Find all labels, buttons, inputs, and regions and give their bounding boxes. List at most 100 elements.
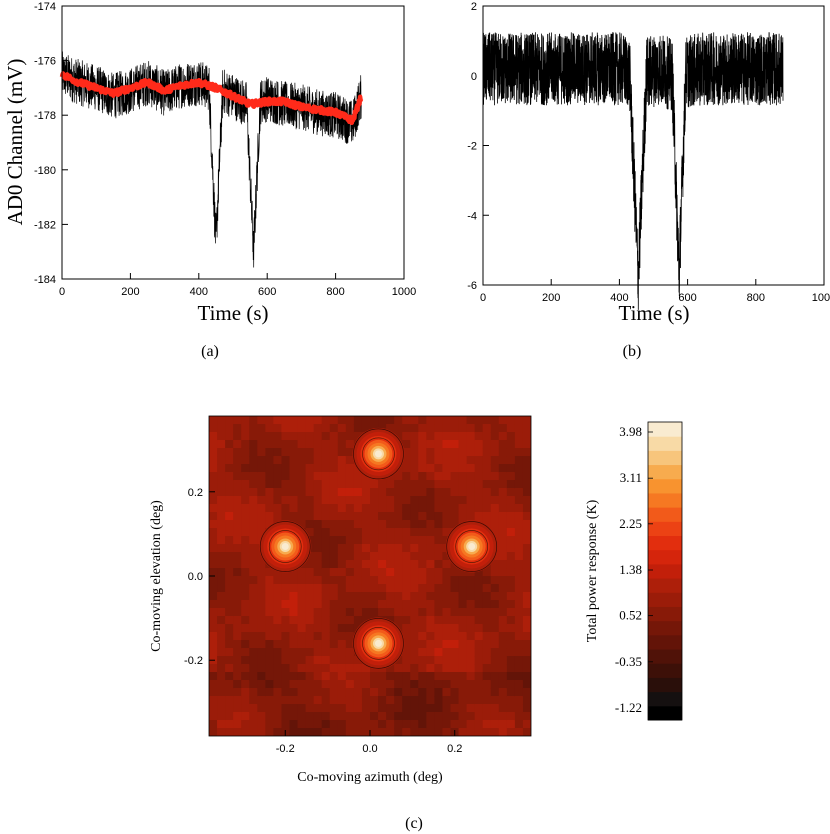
heatmap-cell — [209, 664, 218, 673]
heatmap-cell — [458, 456, 468, 465]
heatmap-cell — [498, 416, 508, 425]
heatmap-cell — [402, 616, 411, 625]
heatmap-cell — [410, 512, 419, 521]
heatmap-cell — [209, 624, 218, 633]
heatmap-cell — [321, 432, 331, 441]
heatmap-cell — [522, 464, 531, 473]
heatmap-cell — [217, 472, 226, 481]
heatmap-cell — [217, 432, 226, 441]
heatmap-cell — [426, 488, 435, 497]
heatmap-cell — [241, 600, 250, 609]
heatmap-cell — [490, 712, 500, 721]
heatmap-cell — [305, 616, 315, 625]
heatmap-cell — [370, 592, 379, 601]
heatmap-cell — [474, 656, 484, 665]
heatmap-cell — [522, 584, 531, 593]
heatmap-cell — [434, 480, 444, 489]
heatmap-cell — [249, 440, 258, 449]
heatmap-cell — [498, 696, 508, 705]
heatmap-cell — [337, 672, 347, 681]
heatmap-cell — [241, 432, 250, 441]
heatmap-cell — [482, 440, 492, 449]
heatmap-cell — [466, 456, 476, 465]
heatmap-cell — [265, 704, 274, 713]
heatmap-cell — [370, 696, 379, 705]
heatmap-cell — [217, 664, 226, 673]
colorbar-band — [648, 705, 682, 721]
heatmap-cell — [289, 456, 299, 465]
heatmap-cell — [345, 528, 355, 537]
heatmap-cell — [474, 616, 484, 625]
heatmap-cell — [498, 536, 508, 545]
heatmap-cell — [514, 536, 524, 545]
heatmap-cell — [313, 496, 323, 505]
heatmap-cell — [257, 440, 266, 449]
heatmap-cell — [249, 728, 258, 736]
heatmap-cell — [249, 712, 258, 721]
heatmap-cell — [225, 728, 234, 736]
heatmap-cell — [225, 688, 234, 697]
heatmap-cell — [458, 424, 468, 433]
colorbar-band — [648, 563, 682, 579]
heatmap-cell — [329, 592, 339, 601]
heatmap-cell — [345, 640, 355, 649]
heatmap-cell — [353, 520, 363, 529]
heatmap-cell — [410, 504, 419, 513]
heatmap-cell — [426, 472, 435, 481]
heatmap-cell — [217, 576, 226, 585]
heatmap-cell — [281, 728, 291, 736]
heatmap-cell — [450, 648, 460, 657]
heatmap-cell — [209, 480, 218, 489]
heatmap-cell — [217, 704, 226, 713]
heatmap-cell — [458, 488, 468, 497]
heatmap-cell — [378, 608, 387, 617]
heatmap-cell — [337, 536, 347, 545]
panel-c-ticks: -0.2 0.0 0.20.20.0-0.2 — [184, 487, 462, 755]
heatmap-cell — [249, 496, 258, 505]
heatmap-cell — [522, 480, 531, 489]
heatmap-cell — [313, 552, 323, 561]
heatmap-cell — [474, 640, 484, 649]
heatmap-cell — [418, 696, 427, 705]
source-outer-contour — [259, 521, 311, 572]
heatmap-cell — [273, 664, 283, 673]
heatmap-cell — [498, 480, 508, 489]
heatmap-cell — [209, 416, 218, 425]
heatmap-cell — [225, 504, 234, 513]
heatmap-cell — [418, 656, 427, 665]
heatmap-cell — [498, 504, 508, 513]
heatmap-cell — [378, 568, 387, 577]
heatmap-cell — [209, 592, 218, 601]
heatmap-cell — [297, 624, 307, 633]
heatmap-cell — [329, 640, 339, 649]
heatmap-cell — [281, 592, 291, 601]
heatmap-cell — [305, 504, 315, 513]
heatmap-cell — [329, 416, 339, 425]
heatmap-cell — [474, 696, 484, 705]
heatmap-cell — [386, 560, 395, 569]
heatmap-cell — [257, 672, 266, 681]
heatmap-cell — [514, 552, 524, 561]
heatmap-cell — [426, 680, 435, 689]
heatmap-cell — [498, 688, 508, 697]
heatmap-cell — [474, 672, 484, 681]
heatmap-cell — [466, 576, 476, 585]
heatmap-cell — [249, 528, 258, 537]
heatmap-cell — [402, 624, 411, 633]
colorbar-tick-label: 1.38 — [619, 562, 642, 577]
heatmap-cell — [329, 656, 339, 665]
heatmap-cell — [394, 432, 403, 441]
heatmap-cell — [313, 520, 323, 529]
heatmap-cell — [313, 584, 323, 593]
heatmap-cell — [442, 520, 452, 529]
heatmap-cell — [313, 424, 323, 433]
heatmap-cell — [241, 584, 250, 593]
heatmap-cell — [241, 592, 250, 601]
heatmap-cell — [386, 424, 395, 433]
heatmap-cell — [450, 456, 460, 465]
heatmap-cell — [514, 600, 524, 609]
heatmap-cell — [361, 592, 371, 601]
heatmap-cell — [474, 720, 484, 729]
heatmap-cell — [321, 680, 331, 689]
heatmap-cell — [402, 496, 411, 505]
